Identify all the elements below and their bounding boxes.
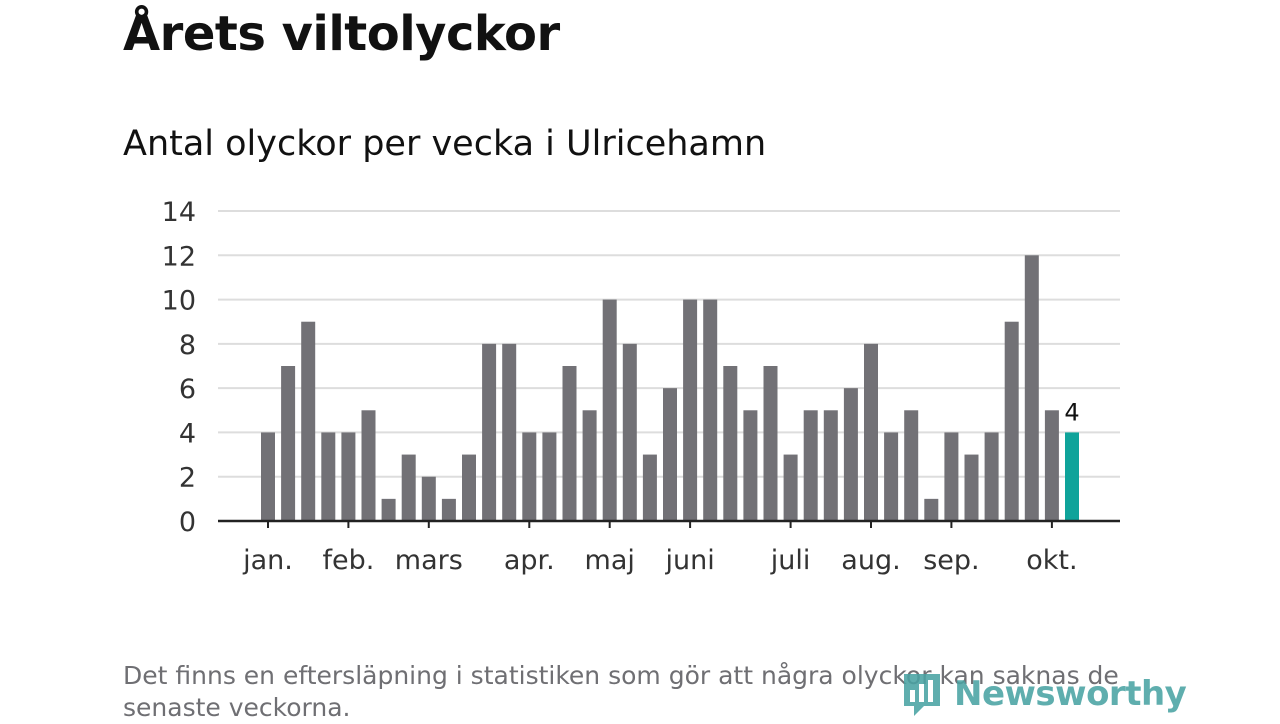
bar-v31 — [864, 343, 878, 521]
bar-v32 — [884, 432, 899, 521]
x-tick-label: juli — [770, 545, 811, 576]
y-tick-label: 4 — [179, 418, 196, 449]
y-tick-label: 6 — [179, 374, 196, 405]
bar-v16 — [562, 366, 577, 521]
bar-v21 — [663, 388, 677, 521]
bar-v4 — [321, 432, 336, 521]
bar-v38 — [1004, 321, 1019, 521]
bar-v22 — [683, 299, 698, 521]
bar-v20 — [642, 454, 657, 521]
bar-v25 — [743, 410, 758, 521]
bar-v18 — [602, 299, 617, 521]
bar-v11 — [462, 454, 476, 521]
bars — [261, 255, 1079, 522]
y-axis-ticks: 0 2 4 6 8 10 12 14 — [162, 197, 196, 538]
bar-v13 — [502, 343, 517, 521]
y-tick-label: 12 — [162, 241, 196, 272]
bar-v7 — [381, 498, 396, 521]
bar-v19 — [622, 343, 637, 521]
bar-v24 — [723, 366, 738, 521]
y-tick-label: 0 — [179, 507, 196, 538]
bar-v14 — [522, 432, 537, 521]
chart-subtitle: Antal olyckor per vecka i Ulricehamn — [123, 124, 767, 164]
y-tick-label: 14 — [162, 197, 196, 228]
footnote: Det finns en eftersläpning i statistiken… — [123, 661, 1119, 722]
x-tick-label: apr. — [504, 545, 555, 576]
bar-v26 — [763, 366, 778, 521]
bar-v9 — [421, 476, 436, 521]
bar-v6 — [361, 410, 376, 521]
x-tick-label: feb. — [322, 545, 374, 576]
x-tick-label: aug. — [841, 545, 900, 576]
bar-v28 — [803, 410, 818, 521]
bar-v15 — [542, 432, 557, 521]
newsworthy-logo-icon — [904, 674, 940, 716]
y-tick-label: 8 — [179, 330, 196, 361]
bar-v27 — [783, 454, 798, 521]
x-tick-label: sep. — [923, 545, 979, 576]
x-tick-label: jan. — [242, 545, 293, 576]
x-axis: jan. feb. mars apr. maj juni juli aug. sep. okt. — [218, 519, 1120, 576]
brand-logo: Newsworthy — [900, 670, 1187, 718]
bar-v41 — [1065, 432, 1079, 521]
bar-v40 — [1044, 410, 1059, 521]
bar-v10 — [441, 498, 456, 521]
bar-v37 — [984, 432, 999, 521]
x-tick-label: mars — [395, 545, 463, 576]
x-tick-label: juni — [664, 545, 714, 576]
bar-chart: 0 2 4 6 8 10 12 14 jan. feb. mars apr. maj juni juli a… — [162, 197, 1120, 576]
bar-v12 — [482, 343, 497, 521]
x-tick-label: maj — [585, 545, 635, 576]
bar-v1 — [261, 432, 275, 521]
annotations: 4 — [1064, 398, 1079, 426]
bar-v30 — [843, 388, 858, 521]
data-label: 4 — [1064, 398, 1079, 426]
bar-v29 — [823, 410, 838, 521]
bar-v23 — [703, 299, 718, 521]
bar-v2 — [281, 366, 296, 521]
bar-v33 — [904, 410, 919, 521]
y-tick-label: 2 — [179, 463, 196, 494]
bar-v35 — [944, 432, 959, 521]
brand-name: Newsworthy — [954, 674, 1187, 714]
x-tick-label: okt. — [1026, 545, 1077, 576]
bar-v8 — [401, 454, 416, 521]
bar-v5 — [341, 432, 356, 521]
y-tick-label: 10 — [162, 286, 196, 317]
bar-v36 — [964, 454, 979, 521]
bar-v3 — [301, 321, 316, 521]
chart-title: Årets viltolyckor — [123, 6, 560, 62]
bar-v34 — [924, 498, 939, 521]
bar-v17 — [582, 410, 597, 521]
bar-v39 — [1024, 255, 1039, 522]
